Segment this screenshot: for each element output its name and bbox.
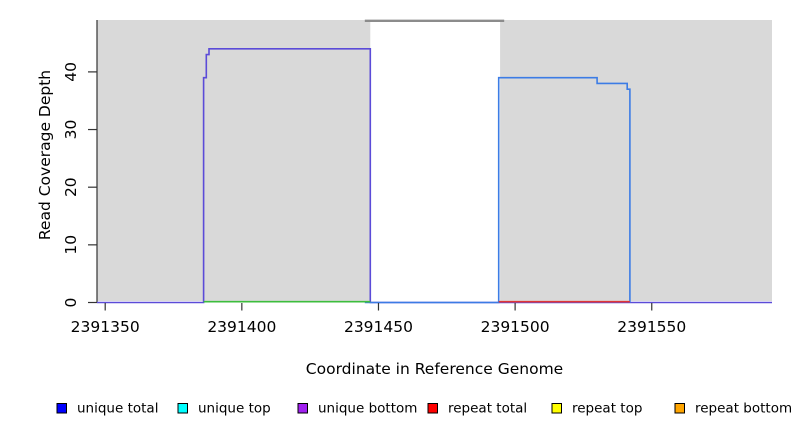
y-tick-label: 0: [62, 298, 80, 308]
legend-label-repeat-total: repeat total: [448, 401, 527, 417]
x-axis-title: Coordinate in Reference Genome: [305, 360, 564, 378]
series-line-unique-coverage-right-blue: [364, 76, 631, 304]
background-region-shaded-right: [500, 20, 772, 301]
legend-swatch-repeat-top: [551, 403, 562, 414]
legend-label-unique-total: unique total: [77, 401, 158, 417]
y-tick-label: 10: [62, 235, 80, 255]
series-line-unique-coverage-left-purple: [97, 47, 772, 304]
legend-swatch-unique-total: [56, 403, 67, 414]
legend-label-repeat-bottom: repeat bottom: [695, 401, 792, 417]
x-tick-label: 2391450: [344, 318, 413, 336]
background-region-shaded-left: [97, 20, 371, 301]
x-tick-label: 2391550: [617, 318, 686, 336]
x-tick-label: 2391500: [481, 318, 550, 336]
legend-label-repeat-top: repeat top: [572, 401, 642, 417]
legend-swatch-repeat-bottom: [674, 403, 685, 414]
x-tick-label: 2391350: [71, 318, 140, 336]
legend-swatch-unique-top: [177, 403, 188, 414]
y-tick-label: 20: [62, 177, 80, 197]
legend-swatch-repeat-total: [427, 403, 438, 414]
y-tick-label: 30: [62, 120, 80, 140]
y-tick-label: 40: [62, 62, 80, 82]
legend-swatch-unique-bottom: [297, 403, 308, 414]
legend-label-unique-bottom: unique bottom: [318, 401, 417, 417]
legend-label-unique-top: unique top: [198, 401, 271, 417]
x-tick-label: 2391400: [207, 318, 276, 336]
y-axis-title: Read Coverage Depth: [36, 69, 54, 241]
